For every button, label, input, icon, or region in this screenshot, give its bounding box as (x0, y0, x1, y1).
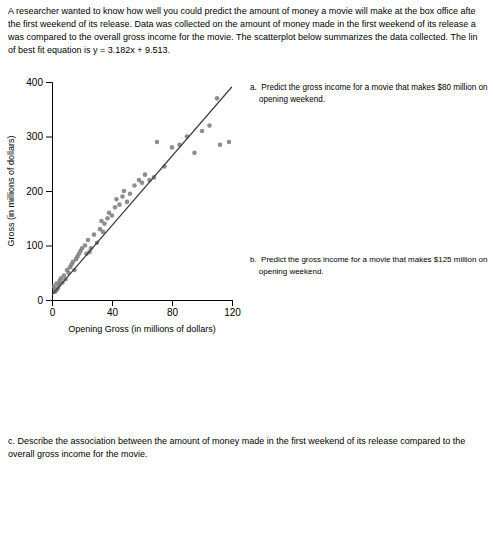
description-line: A researcher wanted to know how well you… (8, 6, 476, 16)
point (86, 238, 91, 243)
annotation-line: c. Describe the association between the … (8, 436, 465, 446)
point (140, 181, 145, 186)
point (192, 151, 197, 156)
point (227, 140, 232, 145)
axis-line (46, 83, 53, 301)
description: A researcher wanted to know how well you… (7, 6, 477, 55)
point (125, 200, 130, 205)
point (120, 194, 125, 199)
annotation: a. Predict the gross income for a movie … (250, 83, 488, 104)
tick: 300 (26, 131, 52, 142)
x-axis-title: Opening Gross (in millions of dollars) (68, 324, 216, 334)
point (83, 243, 88, 248)
point (200, 129, 205, 134)
point (170, 145, 175, 150)
annotation-line: opening weekend. (250, 267, 324, 276)
point (207, 123, 212, 128)
point (155, 140, 160, 145)
tick-mark (46, 300, 52, 301)
point (215, 96, 220, 101)
tick-label: 400 (26, 77, 43, 88)
tick-label: 100 (26, 240, 43, 251)
point (143, 172, 148, 177)
point (132, 183, 137, 188)
description-line: the first weekend of its release. Data w… (8, 19, 476, 29)
annotation: c. Describe the association between the … (8, 436, 465, 459)
tick-mark (46, 191, 52, 192)
tick-label: 0 (50, 307, 56, 318)
point (218, 142, 223, 147)
tick: 40 (107, 300, 119, 318)
tick-mark (46, 82, 52, 83)
tick-label: 80 (167, 307, 179, 318)
fit-line (52, 87, 232, 295)
point (128, 191, 133, 196)
annotation-line: opening weekend. (250, 95, 325, 104)
x-axis: 0 40 80 120 (50, 300, 242, 318)
tick: 120 (224, 300, 241, 318)
tick-label: 120 (224, 307, 241, 318)
point (122, 189, 127, 194)
annotation-line: a. Predict the gross income for a movie … (250, 83, 488, 92)
tick: 100 (26, 240, 52, 251)
point (117, 202, 122, 207)
tick-mark (112, 300, 113, 306)
y-axis-title: Gross (in millions of dollars) (6, 135, 16, 246)
axis-line (53, 301, 233, 307)
point (114, 197, 119, 202)
point (113, 205, 118, 210)
tick-mark (46, 137, 52, 138)
tick-label: 300 (26, 131, 43, 142)
point (110, 213, 115, 218)
tick-label: 200 (26, 186, 43, 197)
tick: 0 (37, 295, 52, 306)
tick: 0 (50, 300, 56, 318)
tick-mark (46, 246, 52, 247)
tick: 80 (167, 300, 179, 318)
tick-mark (232, 300, 233, 306)
point (102, 221, 107, 226)
plot-marks (52, 87, 232, 295)
annotation-line: b. Predict the gross income for a movie … (250, 255, 487, 264)
chart: A researcher wanted to know how well you… (0, 0, 494, 552)
tick-mark (172, 300, 173, 306)
tick-label: 40 (107, 307, 119, 318)
tick: 200 (26, 186, 52, 197)
tick-label: 0 (37, 295, 43, 306)
point (92, 232, 97, 237)
tick: 400 (26, 77, 52, 88)
description-line: of best fit equation is y = 3.182x + 9.5… (8, 45, 170, 55)
y-axis: 0 100 200 300 400 (26, 77, 52, 306)
annotation: b. Predict the gross income for a movie … (250, 255, 487, 276)
point (105, 216, 110, 221)
annotation-line: overall gross income for the movie. (8, 449, 148, 459)
description-line: was compared to the overall gross income… (7, 32, 477, 42)
